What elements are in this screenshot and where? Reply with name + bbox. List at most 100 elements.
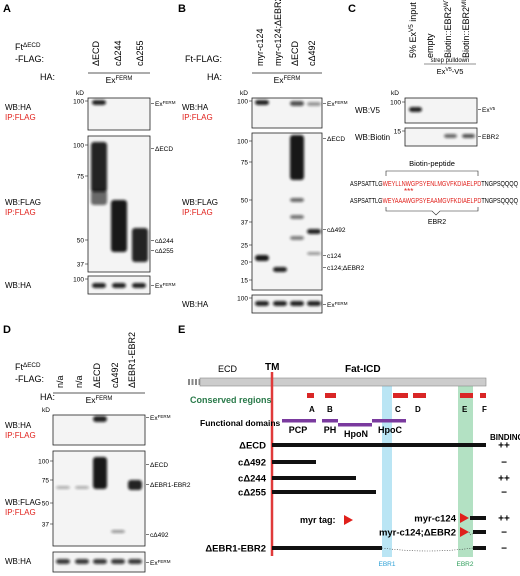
- superscript: FERM: [96, 396, 113, 402]
- band-label: ΔECD: [155, 146, 173, 153]
- blot-ip: IP:FLAG: [182, 208, 213, 217]
- pulldown-label: strep pulldown: [431, 58, 470, 64]
- band: [132, 283, 146, 288]
- superscript: MUT: [461, 0, 468, 7]
- blot-antibody: WB:V5: [355, 106, 380, 115]
- myr-tag-label: myr tag:: [300, 515, 336, 525]
- binding-title: BINDING:: [490, 433, 520, 442]
- protein-bar: [199, 377, 487, 387]
- band-label: cΔ255: [155, 248, 174, 255]
- text-part: Biotin::EBR2: [443, 7, 453, 58]
- band: [290, 101, 304, 106]
- band-label: ExFERM: [150, 414, 171, 423]
- text-part: -V5: [452, 67, 464, 76]
- lane-label: Biotin::EBR2MUT: [461, 0, 472, 58]
- size-marker: 37: [42, 522, 50, 529]
- binding-result: ++: [498, 514, 510, 525]
- size-marker: 100: [73, 99, 84, 106]
- construct-label: FtΔECD: [15, 42, 41, 53]
- band: [255, 255, 269, 261]
- band-label: cΔ244: [155, 238, 174, 245]
- myr-tag: [460, 527, 469, 537]
- band: [255, 100, 269, 105]
- lane-group-label: ExFERM: [106, 75, 133, 85]
- size-marker: 75: [77, 174, 85, 181]
- region-letter: E: [462, 405, 468, 414]
- blot-antibody: WB:HA: [5, 421, 32, 430]
- construct-name: myr-c124;ΔEBR2: [379, 528, 456, 539]
- band: [132, 228, 148, 262]
- superscript: ΔECD: [23, 42, 41, 49]
- text-part: TNGPSQQQQ: [481, 198, 518, 205]
- text-part: Ex: [86, 395, 97, 405]
- band-label: cΔ492: [150, 532, 169, 539]
- kd-label: kD: [42, 407, 50, 414]
- construct-name: ΔECD: [239, 441, 266, 452]
- binding-result: −: [501, 544, 507, 555]
- domain-label: PCP: [289, 425, 308, 435]
- size-marker: 37: [241, 220, 249, 227]
- band-label: cΔ492: [327, 227, 346, 234]
- band-label: ExV5: [482, 106, 496, 115]
- lane-label: ΔEBR1-EBR2: [127, 332, 137, 388]
- ebr-label: EBR2: [457, 561, 474, 568]
- band: [444, 134, 457, 138]
- size-marker: 100: [390, 100, 401, 107]
- domain-label: HpoC: [378, 425, 402, 435]
- lane-group-label: ExFERM: [274, 75, 301, 85]
- conserved-region: [413, 393, 426, 398]
- blot-ip: IP:FLAG: [5, 508, 36, 517]
- functional-domain: [322, 419, 338, 423]
- conserved-region: [307, 393, 314, 398]
- binding-result: ++: [498, 474, 510, 485]
- band: [462, 134, 475, 138]
- lane-label: ΔECD: [290, 40, 300, 66]
- size-marker: 20: [241, 260, 249, 267]
- band: [290, 198, 304, 202]
- construct-name: myr-c124: [414, 514, 456, 525]
- lane-group-label: ExFERM: [86, 395, 113, 405]
- panel-letter: C: [348, 3, 356, 15]
- band-label: ExFERM: [155, 100, 176, 109]
- binding-result: −: [501, 488, 507, 499]
- superscript: FERM: [335, 301, 348, 306]
- band: [409, 107, 422, 112]
- text-part: Ex: [327, 101, 335, 108]
- blot-ip: IP:FLAG: [5, 208, 36, 217]
- size-marker: 100: [237, 99, 248, 106]
- blot-antibody: WB:HA: [182, 103, 209, 112]
- bracket: [385, 170, 479, 176]
- band: [273, 301, 287, 306]
- text-part: ASPSATTLG: [350, 181, 383, 188]
- peptide-sequence: ASPSATTLGWEYAAAWGPSYEAAMGVFKDIAELPDTNGPS…: [350, 198, 518, 205]
- size-marker: 15: [241, 278, 249, 285]
- band: [255, 301, 269, 306]
- construct-label: Ft-FLAG:: [185, 54, 222, 64]
- text-part: ASPSATTLG: [350, 198, 382, 205]
- ha-label: HA:: [40, 72, 55, 82]
- peptide-title: Biotin-peptide: [409, 159, 455, 168]
- bracket: [385, 207, 479, 216]
- band: [128, 559, 142, 564]
- ebr1-column: [382, 385, 392, 557]
- lane-label: empty: [425, 33, 435, 58]
- band: [111, 559, 125, 564]
- size-marker: 50: [241, 198, 249, 205]
- text-part: Biotin::EBR2: [461, 7, 471, 58]
- band: [307, 102, 321, 106]
- text-part: Ft: [15, 42, 23, 52]
- superscript: FERM: [335, 100, 348, 105]
- text-part: Ex: [106, 75, 117, 85]
- lane-label: ΔECD: [92, 362, 102, 388]
- size-marker: 37: [77, 262, 85, 269]
- text-part: Ex: [150, 560, 158, 567]
- band: [290, 215, 304, 219]
- text-part: Ft: [15, 362, 23, 372]
- lane-label: ΔECD: [91, 40, 101, 66]
- superscript: FERM: [163, 282, 176, 287]
- kd-label: kD: [76, 90, 84, 97]
- size-marker: 100: [237, 296, 248, 303]
- blot-antibody: WB:FLAG: [182, 198, 218, 207]
- domain-label: HpoN: [344, 429, 368, 439]
